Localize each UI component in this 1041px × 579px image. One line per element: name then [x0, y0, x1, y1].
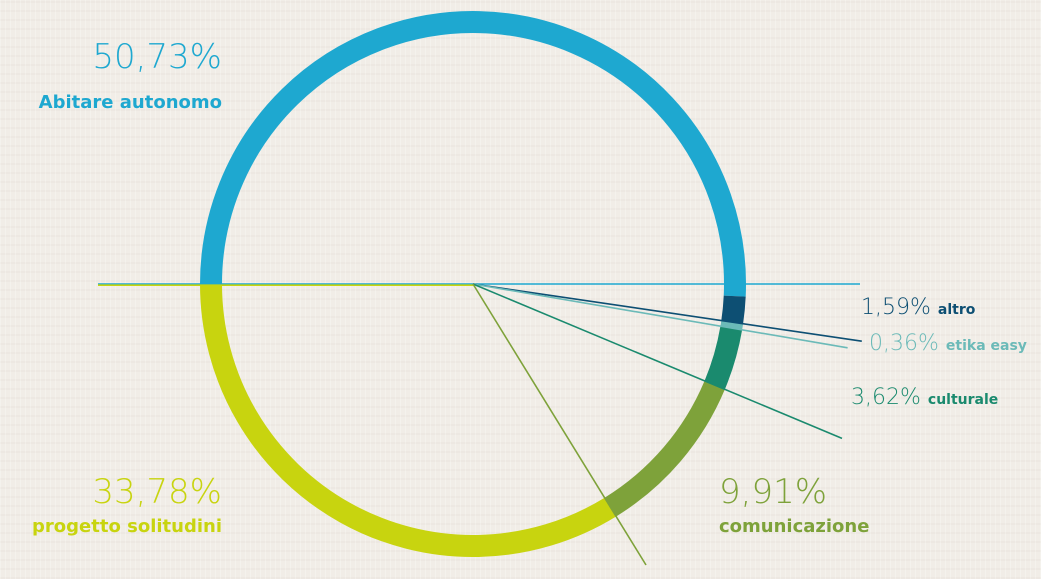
label-etika-easy-percent: 0,36%: [869, 331, 946, 356]
label-culturale: 3,62% culturale: [851, 385, 998, 410]
label-abitare-autonomo-name: Abitare autonomo: [39, 92, 222, 113]
slice-comunicazione: [604, 380, 725, 517]
label-etika-easy: 0,36% etika easy: [869, 331, 1027, 356]
label-comunicazione-name: comunicazione: [719, 516, 869, 537]
label-comunicazione-percent: 9,91%: [719, 472, 827, 512]
label-altro-percent: 1,59%: [861, 295, 938, 320]
leader-culturale: [472, 283, 843, 440]
slice-labels: 50,73% Abitare autonomo 1,59% altro 0,36% e…: [32, 37, 1027, 537]
label-etika-easy-name: etika easy: [946, 338, 1027, 354]
label-progetto-solitudini-name: progetto solitudini: [32, 516, 222, 537]
label-culturale-name: culturale: [928, 392, 998, 408]
label-culturale-percent: 3,62%: [851, 385, 928, 410]
leader-comunicazione: [472, 283, 647, 566]
leader-etika-easy: [472, 283, 848, 349]
label-altro-name: altro: [938, 302, 976, 318]
slice-altro: [721, 295, 746, 324]
slice-progetto-solitudini: [200, 283, 617, 557]
slice-abitare-autonomo: [200, 11, 746, 297]
leader-lines: [98, 283, 862, 566]
leader-altro: [472, 283, 862, 343]
slice-culturale: [704, 325, 743, 390]
slice-etika-easy: [720, 320, 744, 330]
ring-slices: [200, 11, 746, 557]
label-altro: 1,59% altro: [861, 295, 976, 320]
label-abitare-autonomo-percent: 50,73%: [92, 37, 222, 77]
label-progetto-solitudini-percent: 33,78%: [92, 472, 222, 512]
